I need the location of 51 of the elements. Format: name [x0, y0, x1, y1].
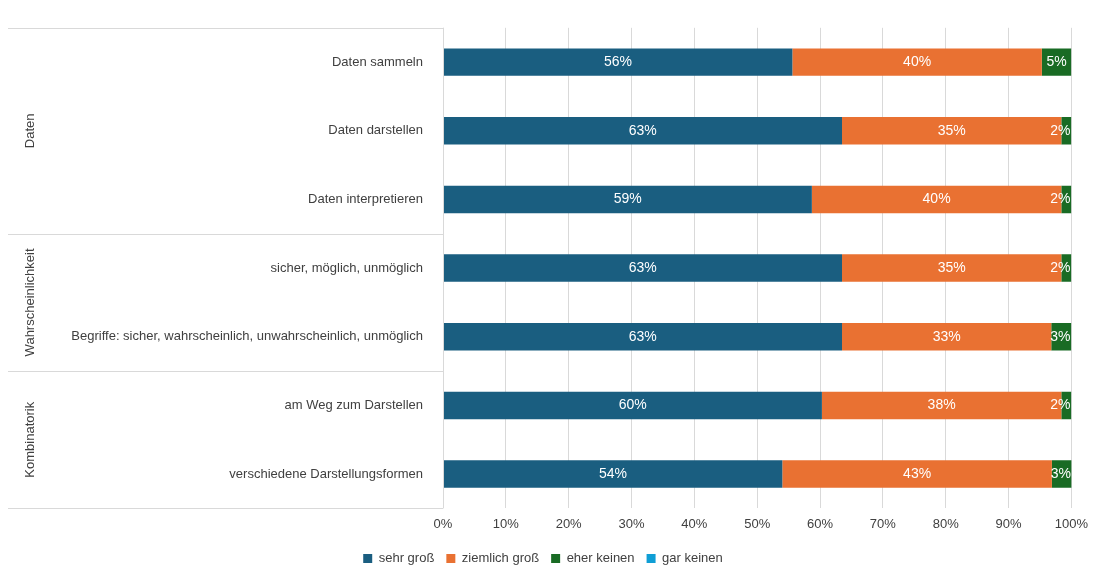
data-label: 63% — [628, 327, 657, 344]
y-tick-label: verschiedene Darstellungsformen — [229, 465, 423, 481]
bar — [782, 460, 1052, 488]
bar — [443, 48, 793, 76]
bar — [443, 254, 843, 282]
data-label: 59% — [613, 190, 642, 207]
data-label: 35% — [937, 258, 966, 275]
x-tick-label: 60% — [807, 515, 834, 531]
legend-label: ziemlich groß — [461, 550, 540, 566]
bar — [443, 185, 812, 214]
x-tick-label: 80% — [932, 515, 960, 531]
data-label: 33% — [932, 327, 961, 344]
bar — [842, 323, 1052, 351]
data-label: 54% — [598, 464, 627, 481]
data-label: 63% — [628, 258, 657, 275]
data-label: 3% — [1050, 327, 1071, 344]
x-tick-label: 10% — [492, 515, 520, 531]
data-label: 60% — [618, 396, 647, 413]
text: Wahrscheinlichkeit — [21, 248, 37, 357]
data-label: 5% — [1046, 52, 1067, 69]
legend-label: gar keinen — [662, 550, 723, 566]
data-label: 40% — [903, 52, 932, 69]
data-label: 56% — [603, 52, 632, 69]
text: Daten — [21, 113, 37, 149]
y-tick-label: sicher, möglich, unmöglich — [270, 259, 423, 275]
x-tick-label: 0% — [433, 515, 453, 531]
y-tick-label: Daten interpretieren — [308, 191, 423, 207]
x-tick-label: 30% — [618, 515, 645, 531]
data-label: 38% — [927, 396, 956, 413]
data-label: 43% — [903, 464, 932, 481]
legend-label: eher keinen — [566, 550, 635, 566]
data-label: 63% — [628, 121, 657, 138]
x-tick-label: 50% — [744, 515, 771, 531]
data-label: 40% — [922, 190, 951, 207]
x-tick-label: 70% — [869, 515, 897, 531]
legend-label: sehr groß — [378, 550, 435, 566]
bar — [792, 48, 1042, 76]
bar — [443, 117, 843, 145]
bar — [443, 460, 783, 488]
data-label: 35% — [937, 121, 966, 138]
bar — [443, 323, 843, 351]
y-tick-label: Daten darstellen — [328, 122, 423, 138]
x-tick-label: 100% — [1054, 515, 1089, 531]
bar — [443, 391, 822, 420]
text: Kombinatorik — [21, 401, 37, 478]
y-tick-label: Begriffe: sicher, wahrscheinlich, unwahrscheinlich, unmöglich — [71, 328, 423, 344]
x-tick-label: 20% — [555, 515, 583, 531]
x-tick-label: 90% — [995, 515, 1022, 531]
y-tick-label: Daten sammeln — [331, 53, 423, 69]
y-tick-label: am Weg zum Darstellen — [284, 396, 423, 412]
x-tick-label: 40% — [681, 515, 708, 531]
